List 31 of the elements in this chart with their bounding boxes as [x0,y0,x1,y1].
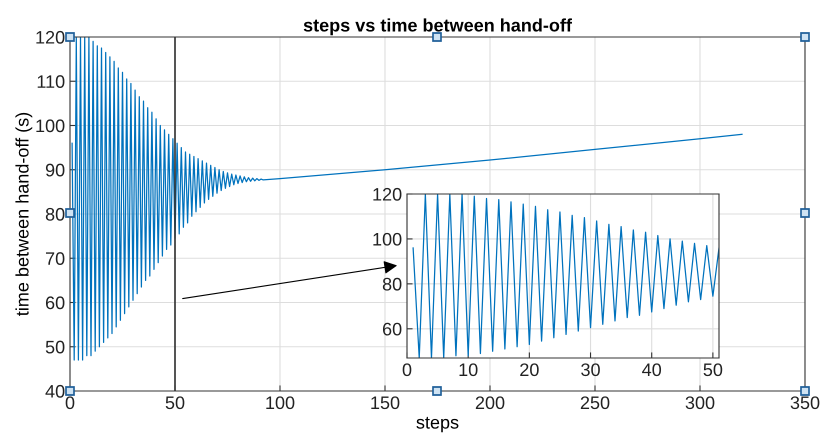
y-tick-label: 80 [46,208,64,221]
y-tick-label: 60 [382,322,402,336]
x-tick-label: 150 [371,396,400,410]
y-tick-label: 100 [373,232,402,246]
x-tick-label: 300 [686,396,714,410]
x-tick-label: 350 [790,396,820,410]
y-tick-label: 50 [46,340,64,354]
y-tick-label: 120 [36,30,64,44]
y-tick-label: 100 [36,119,64,132]
y-tick-label: 80 [382,278,402,291]
x-tick-label: 100 [266,396,294,410]
y-tick-label: 70 [46,252,64,265]
line-series [71,37,743,361]
y-tick-label: 40 [45,384,64,398]
x-tick-label: 40 [642,363,662,376]
x-tick-label: 10 [460,363,478,376]
x-tick-label: 0 [402,363,412,376]
x-axis-title: steps [416,416,458,432]
chart-title: steps vs time between hand-off [304,18,572,36]
x-tick-label: 20 [520,363,539,376]
x-tick-label: 0 [66,396,74,410]
y-tick-label: 110 [38,75,64,88]
y-tick-label: 60 [46,296,64,310]
x-tick-label: 50 [704,363,722,376]
x-tick-label: 30 [581,363,600,376]
x-tick-label: 50 [166,396,184,410]
y-tick-label: 120 [373,188,402,201]
y-tick-label: 90 [46,164,64,176]
x-tick-label: 200 [476,396,504,410]
y-axis-title: time between hand-off (s) [15,112,32,316]
x-tick-label: 250 [580,396,610,410]
